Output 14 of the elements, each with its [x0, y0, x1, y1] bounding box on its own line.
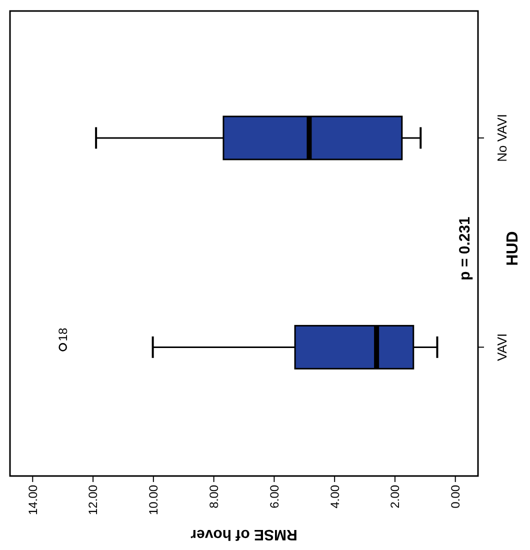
x-tick-label: 2.00	[388, 484, 402, 508]
annotation: 18	[56, 328, 70, 342]
x-tick-label: 0.00	[448, 484, 463, 508]
x-axis-title: RMSE of hover	[190, 526, 298, 543]
x-tick-label: 6.00	[267, 484, 282, 508]
y-tick-label: No VAVI	[494, 114, 510, 162]
y-axis-title: HUD	[504, 231, 522, 266]
y-tick-label: VAVI	[494, 333, 510, 362]
x-tick-label: 12.00	[86, 484, 100, 516]
x-tick-label: 10.00	[146, 484, 161, 516]
x-tick-label: 4.00	[328, 484, 342, 508]
x-tick-label: 8.00	[207, 484, 222, 508]
annotation: p = 0.231	[456, 216, 474, 280]
x-tick-label: 14.00	[26, 484, 40, 516]
